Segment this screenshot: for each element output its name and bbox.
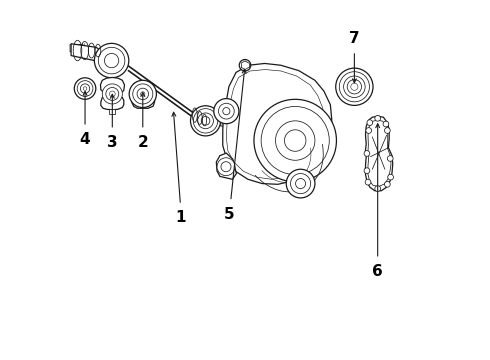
Circle shape — [385, 181, 390, 187]
Circle shape — [214, 99, 239, 124]
Circle shape — [383, 121, 389, 127]
Circle shape — [375, 116, 381, 121]
Circle shape — [388, 156, 393, 161]
Text: 2: 2 — [137, 135, 148, 150]
Circle shape — [286, 169, 315, 198]
Polygon shape — [71, 44, 107, 61]
Circle shape — [95, 43, 129, 78]
Circle shape — [366, 128, 371, 134]
Circle shape — [102, 84, 122, 104]
Polygon shape — [216, 153, 236, 179]
Polygon shape — [366, 116, 393, 191]
Circle shape — [129, 80, 156, 108]
Circle shape — [217, 158, 235, 176]
Text: 4: 4 — [80, 132, 90, 147]
Circle shape — [388, 174, 393, 180]
Polygon shape — [70, 44, 83, 52]
Circle shape — [74, 78, 96, 99]
Polygon shape — [223, 63, 332, 184]
Circle shape — [239, 59, 251, 71]
Polygon shape — [131, 82, 155, 108]
Circle shape — [254, 99, 337, 182]
Polygon shape — [100, 77, 124, 110]
Polygon shape — [109, 109, 115, 114]
Circle shape — [385, 128, 390, 134]
Text: 3: 3 — [107, 135, 118, 150]
Circle shape — [364, 150, 370, 156]
Circle shape — [367, 120, 373, 126]
Text: 1: 1 — [175, 210, 186, 225]
Circle shape — [364, 168, 370, 174]
Text: 6: 6 — [372, 264, 383, 279]
Text: 5: 5 — [223, 207, 234, 221]
Circle shape — [375, 186, 381, 192]
Circle shape — [336, 68, 373, 105]
Circle shape — [365, 179, 371, 185]
Circle shape — [191, 106, 220, 136]
Text: 7: 7 — [349, 31, 360, 46]
